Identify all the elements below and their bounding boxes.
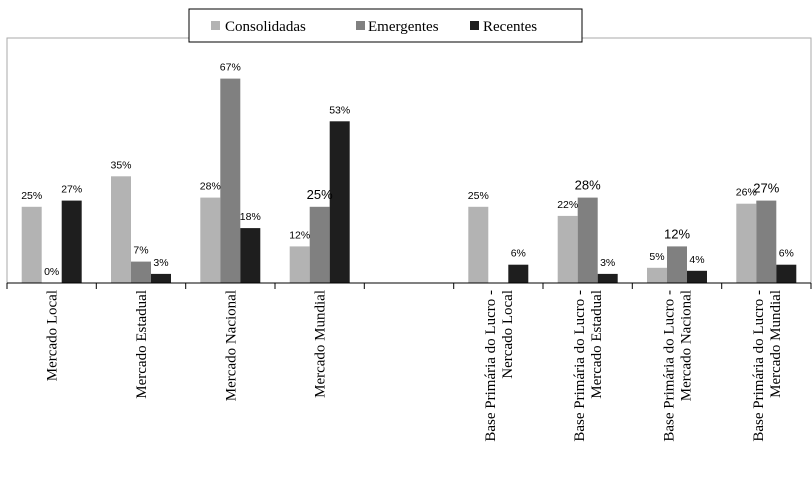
data-label-emergentes-2: 67% [220,62,241,74]
x-tick-label: Mercado Mundial [313,290,329,398]
x-tick-labels-layer: Mercado Local Mercado Estadual Mercado Nac… [45,290,784,442]
x-ticks-layer [6,283,812,289]
bar-consolidadas-3 [289,246,310,283]
bar-recentes-2 [240,228,261,283]
data-labels-layer: 25% 0% 27% 35% 7% 3% 28% 67% 18% 12% 25% 53% 25% 6% 22… [21,62,794,278]
bar-recentes-1 [151,273,171,284]
bar-recentes-8 [776,264,797,283]
x-tick-label: Base Primária do Lucro - [662,290,678,442]
data-label-recentes-7: 4% [689,254,704,266]
data-label-recentes-1: 3% [153,257,168,269]
x-tick-label: Nercado Local [500,290,516,379]
x-tick-label: Mercado Estadual [589,290,605,399]
legend-swatch-consolidadas [211,21,220,30]
x-tick-label: Base Primária do Lucro - [751,290,767,442]
bar-recentes-0 [61,200,82,283]
data-label-recentes-3: 53% [329,104,350,116]
bar-emergentes-2 [220,78,241,283]
data-label-emergentes-6: 28% [575,178,601,193]
bar-consolidadas-7 [647,267,667,284]
data-label-consolidadas-0: 25% [21,190,42,202]
bar-recentes-5 [508,264,529,283]
data-label-emergentes-0: 0% [44,266,59,278]
bar-emergentes-1 [131,261,151,283]
data-label-recentes-5: 6% [511,248,526,260]
bars-layer [21,78,797,284]
x-tick-label: Base Primária do Lucro - [572,290,588,442]
legend-swatch-recentes [470,21,479,30]
data-label-recentes-0: 27% [61,184,82,196]
data-label-emergentes-8: 27% [753,181,779,196]
bar-consolidadas-0 [21,206,42,284]
data-label-consolidadas-3: 12% [289,229,310,241]
bar-consolidadas-1 [111,176,131,284]
bar-consolidadas-6 [557,215,578,283]
data-label-consolidadas-5: 25% [468,190,489,202]
x-tick-label: Mercado Nacional [679,290,695,401]
bar-emergentes-8 [756,200,777,283]
data-label-consolidadas-8: 26% [736,187,757,199]
bar-consolidadas-5 [468,206,489,284]
bar-recentes-3 [329,121,350,283]
data-label-consolidadas-7: 5% [649,251,664,263]
data-label-emergentes-7: 12% [664,226,690,241]
data-label-emergentes-1: 7% [133,245,148,257]
data-label-recentes-2: 18% [240,211,261,223]
legend-label-emergentes: Emergentes [368,19,439,35]
x-tick-label: Mercado Mundial [768,290,784,398]
data-label-emergentes-3: 25% [307,187,333,202]
legend-box [188,8,583,43]
x-tick-label: Base Primária do Lucro - [483,290,499,442]
x-tick-label: Mercado Nacional [223,290,239,401]
data-label-consolidadas-1: 35% [110,159,131,171]
x-tick-label: Mercado Estadual [134,290,150,399]
bar-emergentes-3 [309,206,330,284]
data-label-consolidadas-6: 22% [557,199,578,211]
x-tick-label: Mercado Local [45,290,61,381]
data-label-recentes-8: 6% [779,248,794,260]
legend-label-consolidadas: Consolidadas [225,19,306,35]
bar-consolidadas-8 [736,203,757,283]
bar-recentes-6 [597,273,618,284]
bar-recentes-7 [687,270,707,283]
data-label-consolidadas-2: 28% [200,181,221,193]
bar-consolidadas-2 [200,197,221,283]
legend-label-recentes: Recentes [483,19,537,35]
data-label-recentes-6: 3% [600,257,615,269]
bar-emergentes-7 [667,246,687,283]
bar-emergentes-6 [577,197,598,283]
legend: Consolidadas Emergentes Recentes [188,8,583,43]
legend-swatch-emergentes [356,21,365,30]
